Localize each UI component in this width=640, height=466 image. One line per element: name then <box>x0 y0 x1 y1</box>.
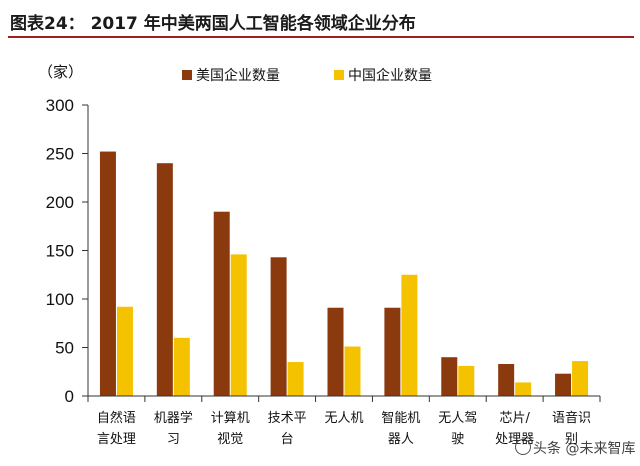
x-category-label: 无人驾 <box>438 411 477 426</box>
x-category-label: 机器学 <box>154 410 193 426</box>
y-tick-label: 100 <box>46 290 74 309</box>
x-category-label: 自然语 <box>97 410 136 426</box>
legend-swatch-us <box>182 70 192 80</box>
y-axis: 0 50 100 150 200 250 300 <box>46 96 89 406</box>
bar-us <box>213 211 230 396</box>
y-tick-label: 300 <box>46 96 74 115</box>
y-axis-unit-label: （家） <box>38 63 83 81</box>
bar-cn <box>287 362 304 396</box>
bar-cn <box>572 361 589 396</box>
bar-chart: （家） 美国企业数量 中国企业数量 0 50 100 150 200 250 300 自然语… <box>38 63 601 447</box>
watermark-text: 头条 @未来智库 <box>533 441 636 457</box>
bar-us <box>99 151 116 396</box>
bar-us <box>498 363 515 396</box>
x-category-label: 技术平 <box>268 411 307 426</box>
x-category-label: 计算机 <box>211 411 250 426</box>
x-category-label: 视觉 <box>217 432 243 447</box>
x-category-label: 语音识 <box>552 410 591 426</box>
x-category-label: 台 <box>281 432 294 447</box>
x-category-label: 器人 <box>388 432 414 447</box>
bar-cn <box>116 306 133 396</box>
x-category-label: 芯片/ <box>499 411 530 426</box>
bar-cn <box>173 337 190 396</box>
y-tick-label: 50 <box>55 339 74 358</box>
bar-cn <box>515 382 532 396</box>
y-tick-label: 0 <box>65 387 74 406</box>
figure-title: 图表24： 2017 年中美两国人工智能各领域企业分布 <box>10 14 416 34</box>
x-category-label: 习 <box>167 432 180 447</box>
bars <box>99 151 589 396</box>
x-category-label: 别 <box>565 432 578 447</box>
legend-swatch-cn <box>334 70 344 80</box>
bar-us <box>270 257 287 396</box>
y-tick-label: 200 <box>46 193 74 212</box>
legend-label-us: 美国企业数量 <box>196 67 280 84</box>
bar-cn <box>458 365 475 396</box>
bar-us <box>441 357 458 396</box>
bar-us <box>384 307 401 396</box>
bar-us <box>327 307 344 396</box>
legend-label-cn: 中国企业数量 <box>348 67 432 84</box>
chart-legend: 美国企业数量 中国企业数量 <box>182 67 432 84</box>
bar-cn <box>230 254 247 396</box>
circle-logo-icon <box>515 439 531 455</box>
x-category-label: 驶 <box>451 432 464 447</box>
y-tick-label: 250 <box>46 145 74 164</box>
x-category-label: 无人机 <box>324 411 363 426</box>
header-divider <box>8 36 634 38</box>
y-tick-label: 150 <box>46 242 74 261</box>
x-category-label: 言处理 <box>97 432 136 447</box>
bar-cn <box>401 274 418 396</box>
bar-cn <box>344 346 361 396</box>
figure-header: 图表24： 2017 年中美两国人工智能各领域企业分布 <box>0 0 640 40</box>
bar-us <box>156 163 173 396</box>
bar-us <box>555 373 572 396</box>
x-category-label: 智能机 <box>381 411 420 426</box>
watermark: 头条 @未来智库 <box>515 438 635 458</box>
